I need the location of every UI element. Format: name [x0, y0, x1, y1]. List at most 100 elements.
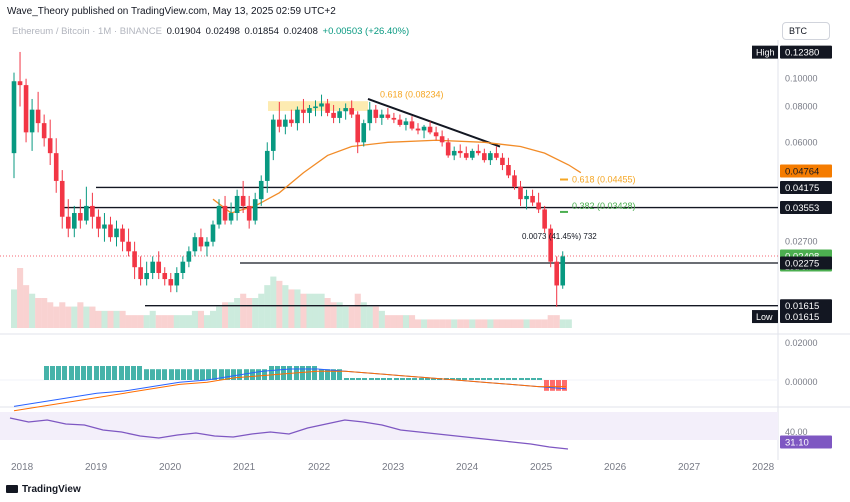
candle-body [252, 199, 258, 221]
volume-bar [390, 315, 397, 328]
macd-histogram-bar [419, 378, 424, 380]
macd-histogram-bar [344, 378, 349, 380]
volume-bar [288, 289, 295, 328]
volume-bar [191, 310, 198, 328]
price-tick: 0.10000 [785, 74, 818, 84]
price-label-text: 0.03553 [785, 203, 819, 214]
candle-body [180, 261, 186, 274]
x-tick: 2020 [159, 462, 182, 473]
candle-body [65, 216, 71, 229]
candle-body [457, 150, 463, 154]
candle-body [17, 81, 23, 86]
volume-bar [47, 302, 54, 328]
volume-bar [306, 293, 313, 328]
volume-bar [529, 319, 536, 328]
macd-histogram-bar [562, 380, 567, 391]
macd-histogram-bar [119, 366, 124, 380]
candle-body [96, 216, 101, 229]
candle-body [385, 114, 391, 118]
macd-histogram-bar [481, 378, 486, 380]
candle-body [168, 279, 174, 286]
candle-body [204, 241, 210, 247]
volume-bar [366, 306, 373, 328]
price-label-text: 31.10 [785, 438, 809, 449]
price-label-text: 0.04764 [785, 167, 819, 178]
volume-bar [463, 319, 470, 328]
macd-histogram-bar [512, 378, 517, 380]
volume-bar [71, 306, 78, 328]
volume-bar [59, 302, 66, 328]
volume-bar [312, 293, 319, 328]
macd-histogram-bar [194, 369, 199, 380]
macd-histogram-bar [306, 366, 311, 380]
candle-body [283, 119, 288, 127]
volume-bar [161, 315, 168, 328]
macd-histogram-bar [106, 366, 111, 380]
candle-body [198, 237, 204, 247]
ohlc-open: 0.01904 [166, 26, 201, 37]
price-label [780, 45, 832, 59]
volume-bar [149, 310, 156, 328]
volume-bar [535, 319, 542, 328]
macd-tick: 0.00000 [785, 377, 818, 387]
volume-bar [197, 310, 205, 328]
macd-histogram-bar [187, 369, 192, 380]
macd-histogram-bar [425, 378, 430, 380]
fib-zone [268, 101, 368, 111]
candle-body [78, 213, 83, 221]
currency-selector[interactable]: BTC [782, 22, 830, 40]
volume-bar [487, 319, 494, 328]
macd-histogram-bar [137, 366, 142, 380]
candle-body [132, 251, 137, 268]
candle-body [307, 108, 312, 113]
volume-bar [517, 319, 524, 328]
candle-body [415, 128, 421, 131]
candle-body [482, 153, 487, 161]
rsi-tick: 40.00 [785, 427, 808, 437]
publisher-bar: Wave_Theory published on TradingView.com… [0, 0, 850, 20]
candle-body [554, 261, 559, 286]
volume-bar [559, 319, 566, 328]
candle-body [240, 195, 246, 206]
macd-histogram-bar [169, 369, 174, 380]
macd-histogram-bar [50, 366, 55, 380]
x-tick: 2018 [11, 462, 34, 473]
volume-bar [493, 319, 500, 328]
macd-histogram-bar [250, 369, 255, 380]
candle-body [156, 261, 162, 274]
macd-histogram-bar [556, 380, 561, 391]
candle-body [144, 273, 149, 280]
volume-bar [402, 315, 410, 328]
macd-histogram-bar [319, 369, 324, 380]
price-label-tag-text: High [756, 48, 775, 58]
candle-body [264, 150, 270, 181]
macd-histogram-bar [300, 366, 305, 380]
macd-histogram-bar [312, 366, 317, 380]
macd-histogram-bar [469, 378, 474, 380]
fib-label: 0.618 (0.08234) [380, 90, 444, 100]
volume-bar [65, 306, 72, 328]
candle-body [120, 228, 125, 242]
candle-body [409, 121, 415, 129]
candle-body [186, 251, 192, 262]
macd-histogram-bar [225, 369, 230, 380]
candle-body [331, 112, 336, 118]
ema-line [212, 139, 582, 214]
candle-body [463, 153, 469, 158]
volume-bar [179, 315, 186, 328]
macd-histogram-bar [412, 378, 417, 380]
fib-marker [560, 178, 568, 181]
x-tick: 2022 [308, 462, 331, 473]
trend-line [367, 98, 501, 148]
volume-bar [185, 315, 192, 328]
price-chart[interactable]: 0.618 (0.08234) 0.618 (0.04455) 0.382 (0.0… [0, 40, 850, 480]
macd-histogram-bar [231, 369, 236, 380]
volume-bar [475, 319, 482, 328]
candle-body [210, 224, 216, 242]
macd-histogram-bar [350, 378, 355, 380]
candle-body [524, 195, 529, 200]
volume-bar [511, 319, 518, 328]
volume-bar [41, 298, 48, 328]
volume-bar [137, 315, 144, 328]
symbol-legend: Ethereum / Bitcoin · 1M · BINANCE 0.0190… [12, 26, 409, 37]
